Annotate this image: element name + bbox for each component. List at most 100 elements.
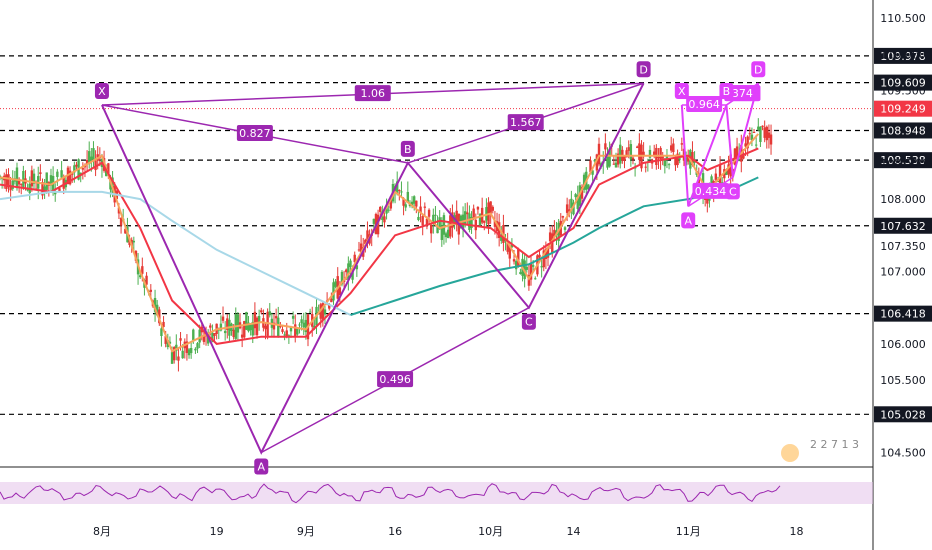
price-axis[interactable]: 104.500 105.500 106.000 107.000 107.350 108.0… [880,12,926,459]
candle-body [32,173,36,184]
candle-body [17,178,21,185]
level-label-box [874,47,932,64]
ratio-label: 1.567 [510,116,542,129]
candle-body [750,134,754,141]
level-label-box [874,152,932,169]
pivot-label: D [639,63,647,76]
pivot-marker [94,82,109,99]
pivot-label: B [723,85,731,98]
candle-body [576,195,579,209]
candle-body [406,191,410,202]
candle-body [138,275,142,278]
candle-body [340,271,344,285]
candle-body [145,275,148,285]
candle-body [725,170,728,175]
candle-body [470,216,473,228]
candle-body [153,297,157,312]
candle-body [429,225,433,234]
candle-body [141,266,144,274]
candle-body [616,153,620,165]
candle-body [472,208,475,220]
horizontal-levels: 109.978 109.609 108.948 108.538 107.632 106.4… [0,47,932,423]
level-label-box [874,74,932,91]
y-tick-label: 108.000 [880,193,926,206]
candle-body [625,150,628,158]
candle-body [670,145,673,151]
candle-body [489,201,492,215]
candle-body [323,309,327,315]
x-tick-label: 16 [388,525,402,538]
level-label: 105.028 [880,408,926,421]
ratio-label: 0.964 [688,98,720,111]
candle-body [595,154,599,171]
candle-body [253,311,257,329]
candle-body [565,204,569,213]
pivot-marker [719,82,734,99]
y-tick-label: 110.500 [880,12,926,25]
pivot-marker [636,61,651,78]
candle-body [678,158,681,160]
candle-body [508,246,511,259]
candle-body [85,160,89,165]
candle-body [5,174,8,190]
candle-body [623,155,626,161]
candle-body [298,324,301,326]
moving-averages [0,133,760,353]
candle-body [638,143,641,160]
candle-body [236,314,240,333]
candle-body [279,326,282,328]
candle-body [714,173,718,180]
pivot-label: X [678,85,686,98]
candle-body [400,191,403,193]
candle-body [614,162,618,168]
candle-body [179,338,182,341]
candle-body [510,244,514,248]
level-label: 108.948 [880,124,926,137]
candle-body [676,153,679,166]
candle-body [478,214,482,226]
candle-body [421,216,424,226]
level-label: 107.632 [880,220,926,233]
moving-average-line [0,147,759,345]
x-tick-label: 8月 [93,525,111,538]
candle-body [415,200,418,207]
candle-body [444,233,448,238]
candle-body [440,225,444,241]
candle-body [546,248,550,258]
candle-body [423,206,427,208]
candle-body [612,163,616,165]
candle-body [580,187,584,199]
candle-body [353,254,356,263]
candle-body [644,166,647,168]
candle-body [15,167,19,189]
current-price-label: 109.249 [880,103,926,116]
candle-body [572,202,575,215]
candle-body [189,348,193,354]
candle-body [187,349,191,356]
candle-body [412,196,416,204]
candle-body [491,206,494,211]
candle-body [663,159,667,167]
candle-body [302,322,305,328]
candle-body [570,198,573,209]
candle-body [166,339,170,348]
candle-body [604,143,607,150]
y-tick-label: 108.500 [880,157,926,170]
x-tick-label: 10月 [478,525,503,538]
candle-body [211,332,214,342]
pivot-marker [674,82,689,99]
candle-body [255,317,259,336]
level-label-box [874,406,932,423]
candle-body [419,206,422,213]
ratio-label: 0.827 [239,127,271,140]
candle-body [245,311,248,330]
candle-body [582,174,586,190]
y-tick-label: 105.500 [880,374,926,387]
candle-body [563,227,567,230]
candle-body [398,189,401,191]
time-axis[interactable]: 8月 19 9月 16 10月 14 11月 18 [93,525,804,538]
candle-body [221,316,225,321]
candle-body [9,187,12,191]
candle-body [389,196,393,209]
